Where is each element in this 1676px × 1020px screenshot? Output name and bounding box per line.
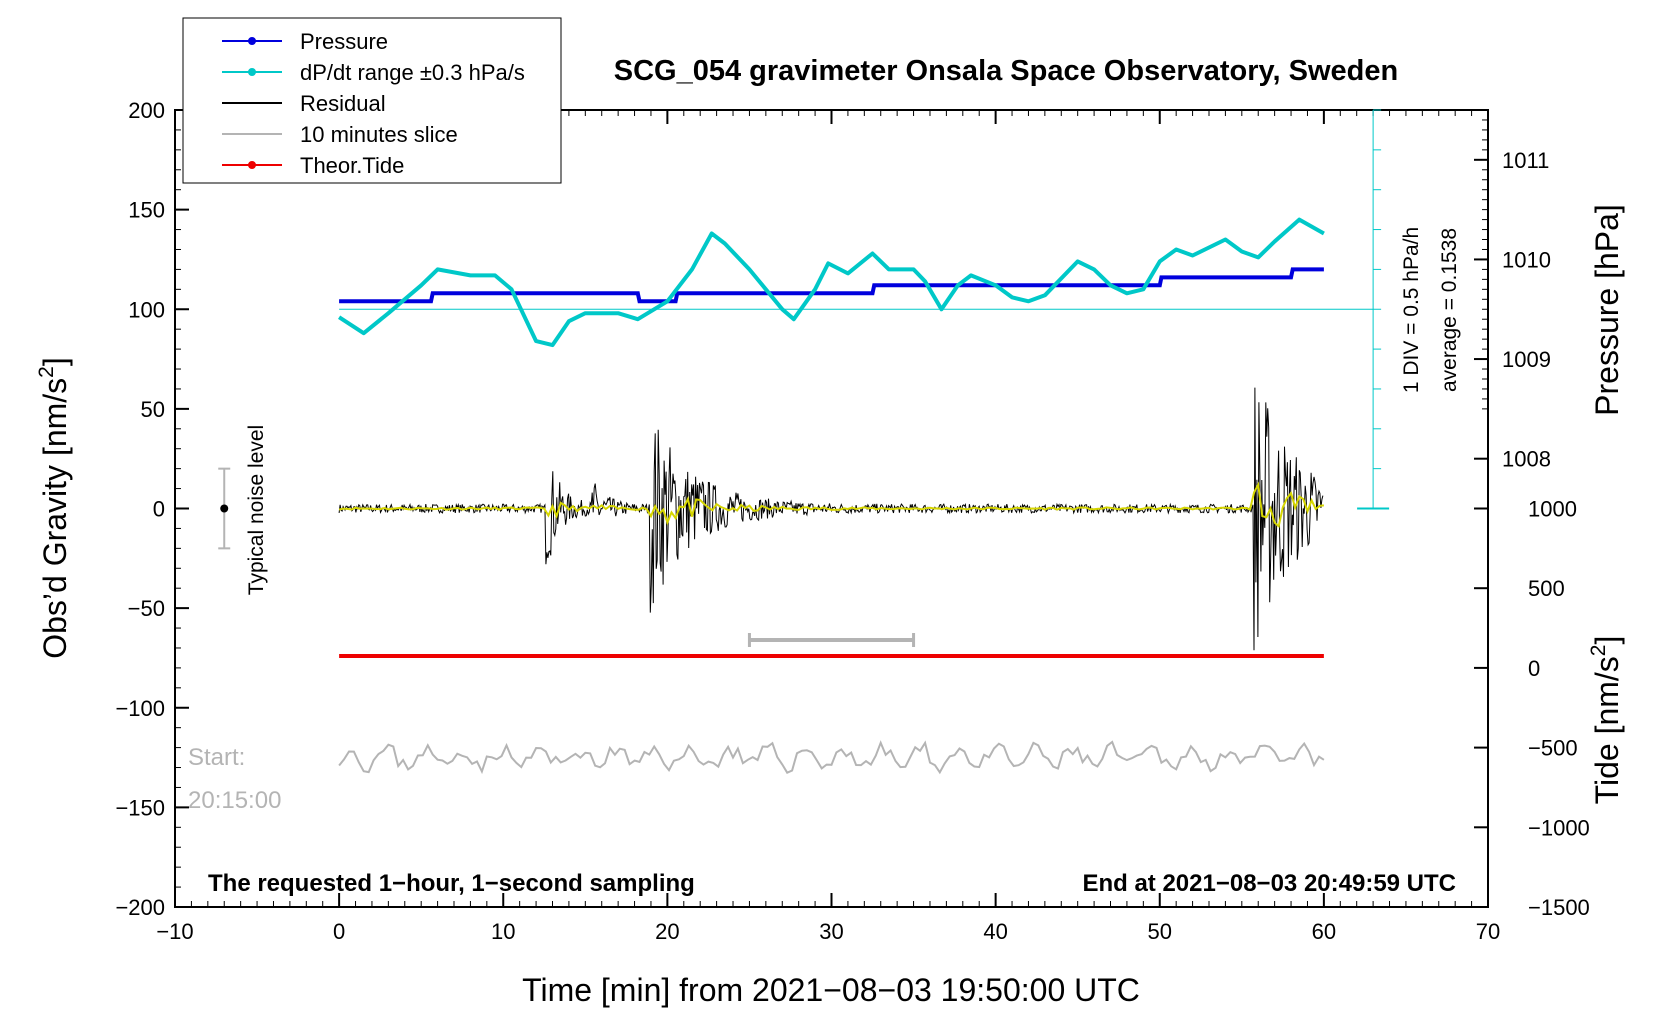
noise-level-dot [220, 504, 229, 513]
pressure-tick-label: 1010 [1502, 247, 1551, 272]
legend: Pressure dP/dt range ±0.3 hPa/s Residual 10… [182, 17, 562, 184]
y-tick-label: −150 [115, 795, 165, 820]
x-tick-label: 10 [491, 919, 515, 944]
legend-marker [248, 37, 256, 45]
footer-right-note: End at 2021−08−03 20:49:59 UTC [1082, 870, 1456, 897]
x-tick-label: 0 [333, 919, 345, 944]
tide-tick-label: −500 [1528, 736, 1578, 761]
tide-tick-label: 1000 [1528, 497, 1577, 522]
slice-series [338, 740, 1325, 775]
legend-marker [248, 161, 256, 169]
x-tick-label: 50 [1148, 919, 1172, 944]
y-tick-label: −100 [115, 696, 165, 721]
start-time: 20:15:00 [188, 787, 281, 814]
legend-label: Residual [300, 91, 386, 116]
tide-tick-label: 500 [1528, 576, 1565, 601]
tide-tick-label: 0 [1528, 656, 1540, 681]
y-tick-label: 200 [128, 98, 165, 123]
ticks-layer: −10 0 10 20 30 40 50 60 70200150100500−50−100−15… [115, 98, 1589, 944]
residual-series [338, 387, 1324, 651]
pressure-div-label: 1 DIV = 0.5 hPa/h [1400, 227, 1423, 393]
y-tick-label: 100 [128, 297, 165, 322]
annotation-layer [218, 109, 1390, 648]
pressure-tick-label: 1011 [1502, 148, 1549, 173]
legend-label: Theor.Tide [300, 153, 404, 178]
x-axis-title: Time [min] from 2021−08−03 19:50:00 UTC [522, 972, 1140, 1008]
svg-text:Tide [nm/s2]: Tide [nm/s2] [1587, 636, 1625, 805]
tide-tick-label: −1500 [1528, 895, 1590, 920]
tide-axis-title: Tide [nm/s2] [1587, 636, 1625, 805]
y-tick-label: 50 [141, 397, 165, 422]
legend-label: Pressure [300, 29, 388, 54]
y-tick-label: −200 [115, 895, 165, 920]
y-tick-label: 0 [153, 497, 165, 522]
legend-box [182, 17, 562, 184]
legend-label: 10 minutes slice [300, 122, 458, 147]
x-tick-label: 70 [1476, 919, 1500, 944]
legend-marker [248, 68, 256, 76]
footer-left-note: The requested 1−hour, 1−second sampling [208, 870, 695, 897]
x-tick-label: 60 [1312, 919, 1336, 944]
series-layer [338, 217, 1374, 775]
noise-level-label: Typical noise level [245, 425, 268, 595]
x-tick-label: −10 [156, 919, 193, 944]
chart-title: SCG_054 gravimeter Onsala Space Observat… [614, 55, 1398, 87]
pressure-tick-label: 1008 [1502, 447, 1551, 472]
x-tick-label: 20 [655, 919, 679, 944]
dpdt-series [338, 217, 1325, 348]
y-tick-label: 150 [128, 198, 165, 223]
x-tick-label: 40 [983, 919, 1007, 944]
filtered-residual-series [338, 481, 1324, 529]
legend-label: dP/dt range ±0.3 hPa/s [300, 60, 525, 85]
y-axis-title: Obs’d Gravity [nm/s2] [35, 357, 73, 659]
y-tick-label: −50 [128, 596, 165, 621]
svg-text:Obs’d Gravity [nm/s2]: Obs’d Gravity [nm/s2] [35, 357, 73, 659]
pressure-tick-label: 1009 [1502, 347, 1551, 372]
pressure-series [339, 267, 1324, 304]
start-label: Start: [188, 744, 245, 771]
pressure-average-label: average = 0.1538 [1438, 228, 1461, 392]
pressure-axis-title: Pressure [hPa] [1589, 204, 1625, 416]
x-tick-label: 30 [819, 919, 843, 944]
tide-tick-label: −1000 [1528, 815, 1590, 840]
